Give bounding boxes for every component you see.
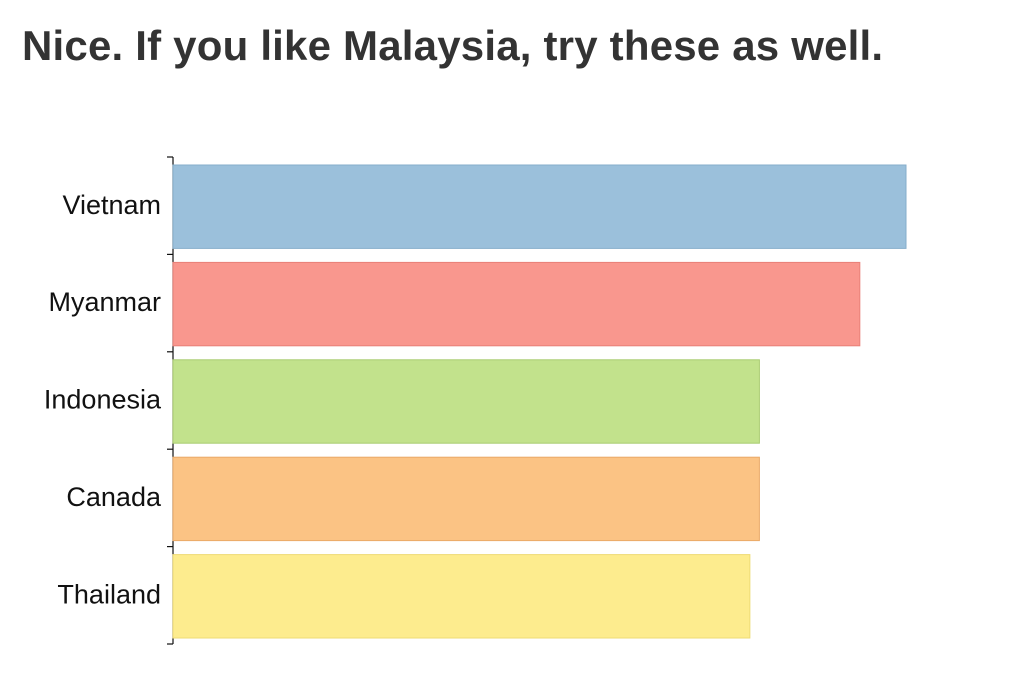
bar-vietnam <box>172 164 907 249</box>
category-label-vietnam: Vietnam <box>62 190 161 220</box>
category-label-indonesia: Indonesia <box>44 385 162 415</box>
bar-myanmar <box>172 261 861 347</box>
bar-indonesia <box>172 359 760 444</box>
bars <box>172 164 907 639</box>
chart-title: Nice. If you like Malaysia, try these as… <box>22 22 884 69</box>
bar-thailand <box>172 554 751 639</box>
category-label-myanmar: Myanmar <box>48 287 161 317</box>
category-label-canada: Canada <box>66 482 162 512</box>
category-label-thailand: Thailand <box>57 579 161 609</box>
bar-canada <box>172 456 760 542</box>
y-axis <box>167 156 174 645</box>
category-labels: Vietnam Myanmar Indonesia Canada Thailand <box>44 190 162 610</box>
